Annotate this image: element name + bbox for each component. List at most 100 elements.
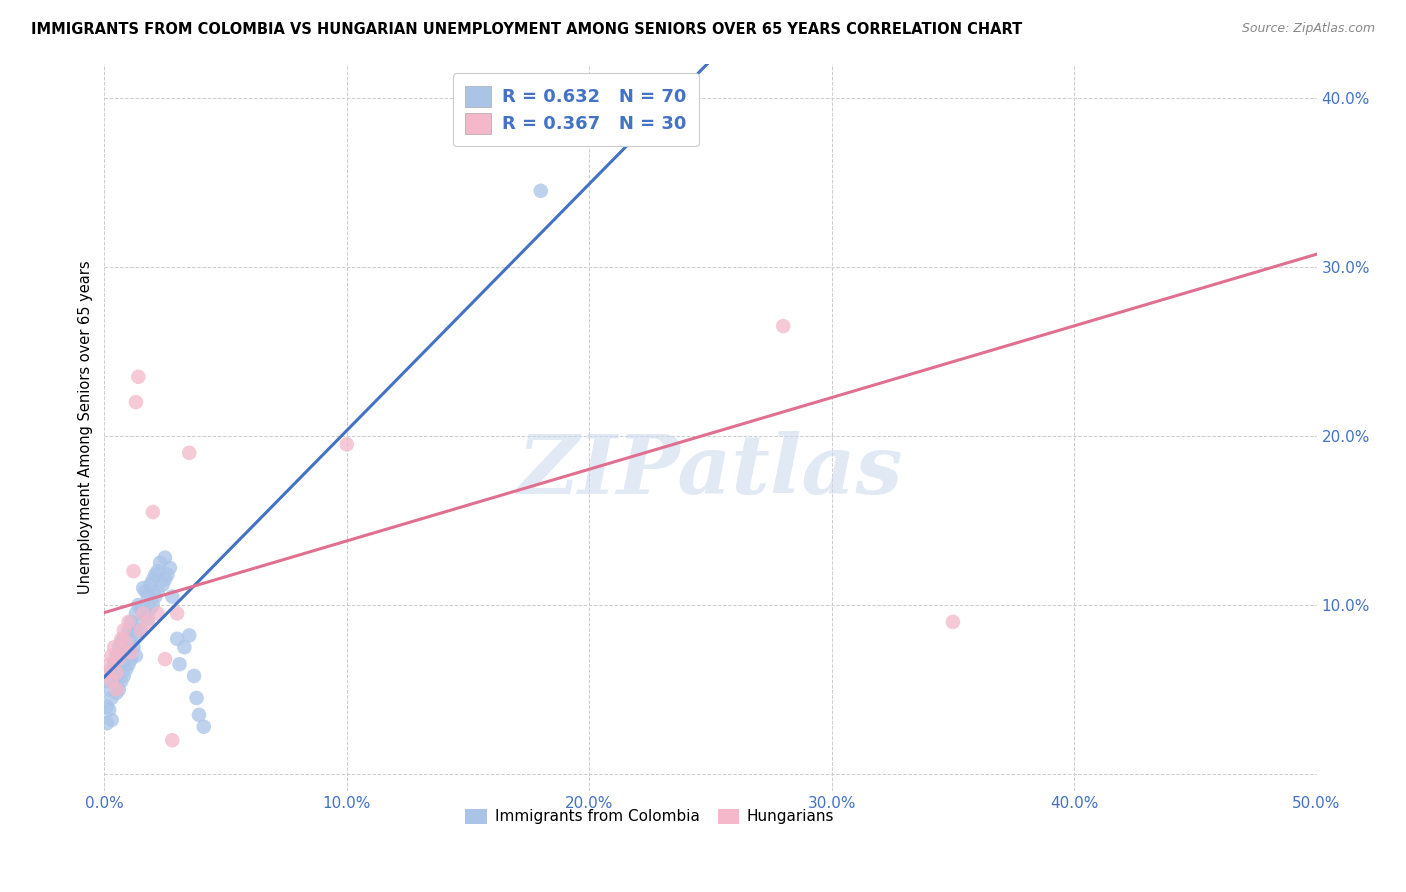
Text: IMMIGRANTS FROM COLOMBIA VS HUNGARIAN UNEMPLOYMENT AMONG SENIORS OVER 65 YEARS C: IMMIGRANTS FROM COLOMBIA VS HUNGARIAN UN… — [31, 22, 1022, 37]
Point — [153, 550, 176, 565]
Point — [179, 446, 201, 460]
Point — [98, 665, 121, 680]
Point — [112, 624, 135, 638]
Point — [110, 674, 132, 689]
Point — [135, 584, 157, 599]
Point — [115, 662, 138, 676]
Point — [139, 577, 162, 591]
Point — [117, 657, 139, 672]
Point — [166, 607, 188, 621]
Point — [115, 635, 138, 649]
Legend: Immigrants from Colombia, Hungarians: Immigrants from Colombia, Hungarians — [460, 803, 841, 830]
Point — [153, 573, 176, 587]
Point — [132, 607, 155, 621]
Point — [122, 640, 145, 655]
Point — [96, 674, 118, 689]
Point — [129, 601, 152, 615]
Point — [100, 648, 122, 663]
Point — [942, 615, 965, 629]
Point — [139, 601, 162, 615]
Point — [153, 652, 176, 666]
Point — [98, 682, 121, 697]
Point — [122, 624, 145, 638]
Point — [100, 713, 122, 727]
Point — [108, 662, 131, 676]
Point — [457, 125, 479, 139]
Point — [125, 628, 148, 642]
Point — [100, 674, 122, 689]
Point — [110, 645, 132, 659]
Point — [103, 640, 125, 655]
Point — [127, 369, 149, 384]
Point — [125, 395, 148, 409]
Point — [105, 648, 128, 663]
Point — [162, 590, 184, 604]
Point — [108, 652, 131, 666]
Point — [156, 567, 179, 582]
Y-axis label: Unemployment Among Seniors over 65 years: Unemployment Among Seniors over 65 years — [79, 260, 93, 594]
Point — [103, 657, 125, 672]
Point — [105, 669, 128, 683]
Point — [166, 632, 188, 646]
Point — [120, 635, 142, 649]
Point — [772, 319, 794, 334]
Point — [146, 584, 169, 599]
Point — [112, 669, 135, 683]
Point — [169, 657, 191, 672]
Point — [132, 607, 155, 621]
Point — [136, 615, 159, 629]
Point — [183, 669, 205, 683]
Point — [143, 567, 166, 582]
Point — [530, 184, 553, 198]
Point — [120, 615, 142, 629]
Point — [173, 640, 195, 655]
Point — [100, 690, 122, 705]
Point — [127, 618, 149, 632]
Point — [108, 682, 131, 697]
Point — [112, 652, 135, 666]
Point — [132, 581, 155, 595]
Text: Source: ZipAtlas.com: Source: ZipAtlas.com — [1241, 22, 1375, 36]
Point — [136, 590, 159, 604]
Point — [110, 635, 132, 649]
Point — [96, 665, 118, 680]
Point — [105, 686, 128, 700]
Point — [129, 624, 152, 638]
Point — [193, 720, 215, 734]
Point — [336, 437, 359, 451]
Point — [143, 590, 166, 604]
Point — [108, 640, 131, 655]
Point — [115, 645, 138, 659]
Point — [120, 645, 142, 659]
Point — [142, 598, 165, 612]
Point — [179, 628, 201, 642]
Point — [110, 657, 132, 672]
Point — [122, 564, 145, 578]
Point — [135, 607, 157, 621]
Point — [105, 665, 128, 680]
Point — [100, 665, 122, 680]
Point — [149, 556, 172, 570]
Point — [142, 505, 165, 519]
Point — [125, 607, 148, 621]
Point — [110, 632, 132, 646]
Point — [146, 564, 169, 578]
Point — [112, 632, 135, 646]
Point — [103, 674, 125, 689]
Point — [136, 611, 159, 625]
Point — [146, 607, 169, 621]
Point — [96, 716, 118, 731]
Point — [159, 561, 181, 575]
Point — [98, 703, 121, 717]
Point — [187, 707, 209, 722]
Point — [129, 624, 152, 638]
Point — [98, 657, 121, 672]
Point — [117, 624, 139, 638]
Point — [142, 573, 165, 587]
Point — [117, 615, 139, 629]
Point — [96, 699, 118, 714]
Point — [162, 733, 184, 747]
Point — [117, 640, 139, 655]
Point — [186, 690, 208, 705]
Point — [152, 577, 174, 591]
